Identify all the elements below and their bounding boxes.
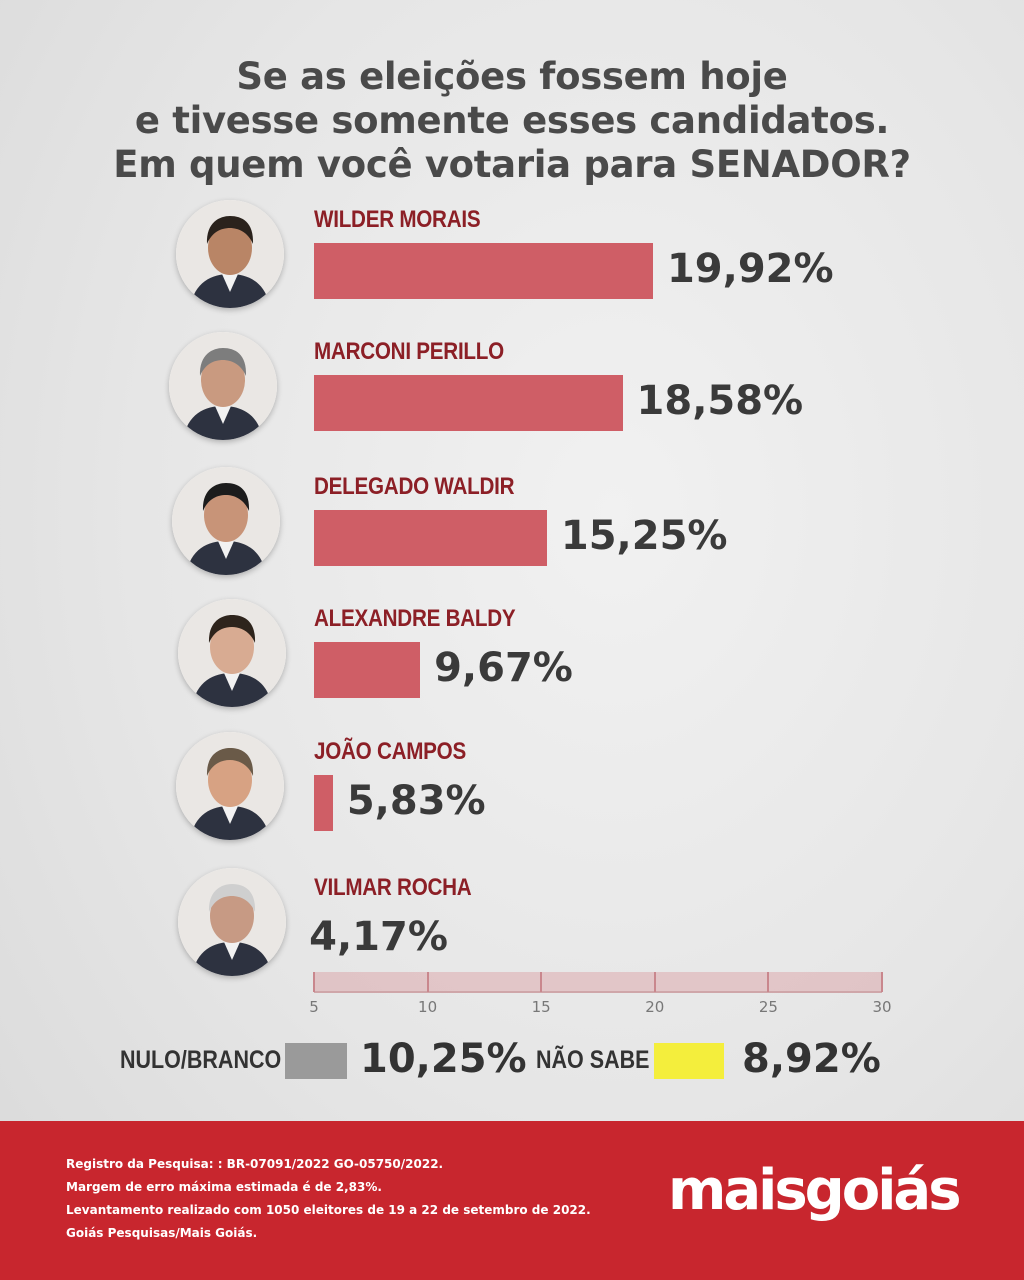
tick-mark [540, 972, 543, 992]
data-label: 4,17% [309, 914, 448, 960]
extra-swatch [654, 1043, 724, 1079]
extra-label: NULO/BRANCO [120, 1046, 282, 1074]
extra-value: 10,25% [360, 1036, 527, 1082]
candidate-name: WILDER MORAIS [314, 206, 481, 233]
candidate-photo-icon [178, 599, 286, 707]
data-label: 9,67% [434, 645, 573, 691]
candidate-photo-icon [172, 467, 280, 575]
candidate-name: VILMAR ROCHA [314, 874, 472, 901]
candidate-name: ALEXANDRE BALDY [314, 605, 516, 632]
bar [314, 642, 421, 698]
footer-band [0, 1121, 1024, 1280]
bar [314, 375, 623, 431]
tick-mark [767, 972, 770, 992]
candidate-name: DELEGADO WALDIR [314, 473, 515, 500]
candidate-name: JOÃO CAMPOS [314, 738, 466, 765]
data-label: 15,25% [560, 513, 728, 559]
footer-line-1: Registro da Pesquisa: : BR-07091/2022 GO… [66, 1157, 444, 1171]
candidate-name: MARCONI PERILLO [314, 338, 504, 365]
data-label: 18,58% [636, 378, 804, 424]
tick-mark [653, 972, 656, 992]
mais-goias-logo: maisgoiás [668, 1158, 962, 1223]
tick-mark [881, 972, 883, 992]
tick-mark [426, 972, 429, 992]
extra-swatch [285, 1043, 347, 1079]
tick-label: 30 [872, 998, 892, 1016]
title-line-1: Se as eleições fossem hoje [236, 55, 788, 98]
tick-label: 5 [309, 998, 319, 1016]
tick-label: 10 [418, 998, 438, 1016]
tick-label: 20 [645, 998, 665, 1016]
title-line-3: Em quem você votaria para SENADOR? [113, 143, 911, 186]
footer-line-4: Goiás Pesquisas/Mais Goiás. [66, 1226, 258, 1240]
extra-label: NÃO SABE [536, 1046, 650, 1074]
tick-label: 25 [758, 998, 778, 1016]
candidate-photo-icon [176, 732, 284, 840]
axis-band [314, 972, 882, 992]
tick-mark [313, 972, 315, 992]
footer-line-2: Margem de erro máxima estimada é de 2,83… [66, 1180, 382, 1194]
x-axis-line [314, 991, 882, 993]
data-label: 5,83% [346, 778, 486, 824]
bar [314, 775, 333, 831]
candidate-photo-icon [176, 200, 284, 308]
extra-value: 8,92% [742, 1036, 881, 1082]
footer-line-3: Levantamento realizado com 1050 eleitore… [66, 1203, 591, 1217]
data-label: 19,92% [666, 246, 834, 292]
bar [314, 243, 653, 299]
chart-title: Se as eleições fossem hoje e tivesse som… [0, 55, 1024, 187]
bar [314, 510, 547, 566]
candidate-photo-icon [178, 868, 286, 976]
footer-notes: Registro da Pesquisa: : BR-07091/2022 GO… [66, 1153, 591, 1245]
tick-label: 15 [531, 998, 551, 1016]
candidate-photo-icon [169, 332, 277, 440]
title-line-2: e tivesse somente esses candidatos. [134, 99, 890, 142]
